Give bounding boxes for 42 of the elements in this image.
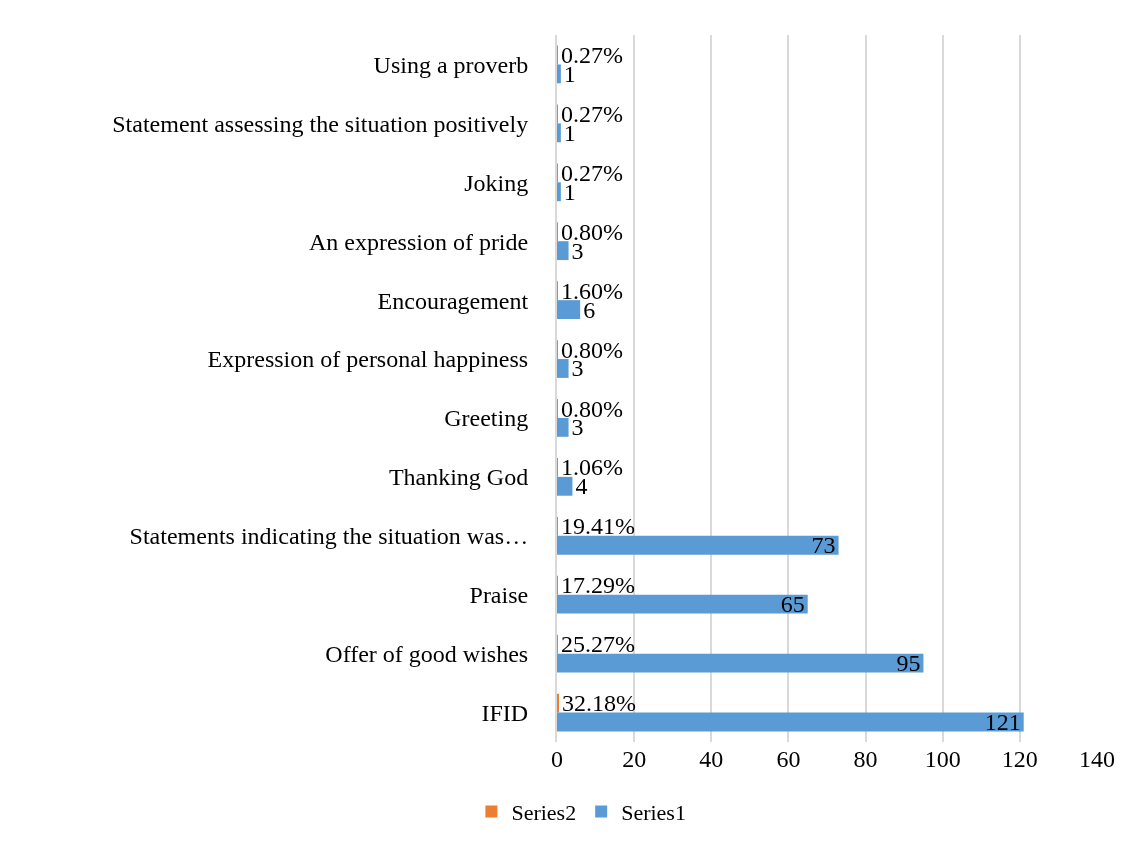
y-tick-label: Using a proverb (373, 51, 529, 78)
data-label: 19.41% (561, 513, 635, 540)
x-tick-label: 20 (622, 746, 647, 772)
bar (557, 300, 581, 319)
y-tick-label: Statements indicating the situation was… (129, 523, 529, 550)
x-tick-label: 80 (853, 746, 878, 772)
bar (557, 476, 573, 496)
bar (557, 182, 561, 202)
legend-label: Series2 (511, 800, 577, 826)
data-label: 73 (811, 532, 836, 559)
data-label: 17.29% (561, 572, 635, 599)
y-tick-label: Encouragement (377, 287, 529, 314)
bar (557, 535, 839, 555)
bar (557, 417, 569, 437)
bar (557, 64, 561, 84)
bar (557, 241, 569, 261)
y-tick-label: Offer of good wishes (325, 641, 529, 668)
bar (557, 359, 569, 378)
x-tick-label: 60 (776, 746, 801, 772)
y-tick-label: Statement assessing the situation positively (112, 110, 529, 137)
data-label: 65 (780, 591, 805, 618)
y-tick-label: Expression of personal happiness (207, 346, 529, 373)
data-label: 25.27% (561, 631, 635, 658)
data-label: 95 (896, 650, 921, 677)
data-label: 121 (984, 708, 1021, 735)
x-tick-label: 0 (551, 746, 563, 772)
x-tick-label: 140 (1079, 746, 1115, 772)
bar (557, 653, 924, 673)
x-tick-label: 100 (924, 746, 961, 772)
y-tick-label: Greeting (444, 405, 529, 432)
bar (557, 712, 1024, 732)
y-tick-label: IFID (481, 699, 529, 726)
bar (557, 123, 561, 143)
data-label: 32.18% (562, 690, 636, 717)
y-tick-label: Praise (469, 582, 529, 609)
x-tick-label: 120 (1001, 746, 1038, 772)
legend-label: Series1 (621, 800, 686, 826)
x-tick-label: 40 (699, 746, 724, 772)
bar (557, 594, 808, 614)
y-tick-label: Thanking God (388, 464, 529, 491)
y-tick-label: An expression of pride (308, 228, 529, 255)
y-tick-label: Joking (464, 169, 529, 196)
